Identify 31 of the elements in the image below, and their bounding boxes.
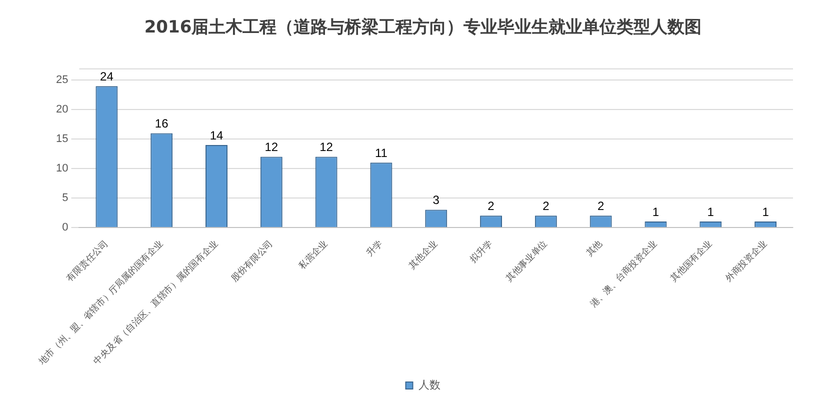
x-tick-label: 其他事业单位 [504,238,550,284]
data-label: 2 [488,198,495,213]
data-label: 1 [707,204,714,219]
data-label: 11 [374,146,388,160]
data-label: 12 [264,140,278,154]
x-tick-label: 有限责任公司 [64,238,110,284]
chart-title: 2016届土木工程（道路与桥梁工程方向）专业毕业生就业单位类型人数图 [144,18,702,38]
data-label: 3 [432,193,440,208]
x-tick-label: 股份有限公司 [229,238,276,284]
data-label: 16 [154,116,169,131]
x-tick-label: 其他 [584,238,605,259]
x-tick-label: 升学 [364,238,385,259]
legend-label: 人数 [418,378,440,392]
data-label: 12 [320,140,334,154]
x-tick-label: 拟升学 [468,238,495,266]
x-tick-label: 其他国有企业 [668,238,714,284]
x-tick-label: 外商投资企业 [723,238,770,284]
y-tick-label: 10 [56,162,68,175]
data-label: 1 [652,204,660,219]
y-tick-label: 15 [56,133,68,146]
data-label: 2 [597,198,604,213]
data-label: 1 [762,204,770,219]
y-tick-label: 25 [56,74,68,86]
y-tick-label: 5 [62,192,68,204]
y-tick-label: 20 [56,104,68,116]
data-label: 14 [210,128,224,142]
data-label: 24 [100,69,114,84]
data-label: 2 [542,198,550,213]
y-tick-label: 0 [62,221,68,234]
x-tick-label: 私营企业 [296,238,330,272]
x-tick-label: 其他企业 [406,238,440,272]
